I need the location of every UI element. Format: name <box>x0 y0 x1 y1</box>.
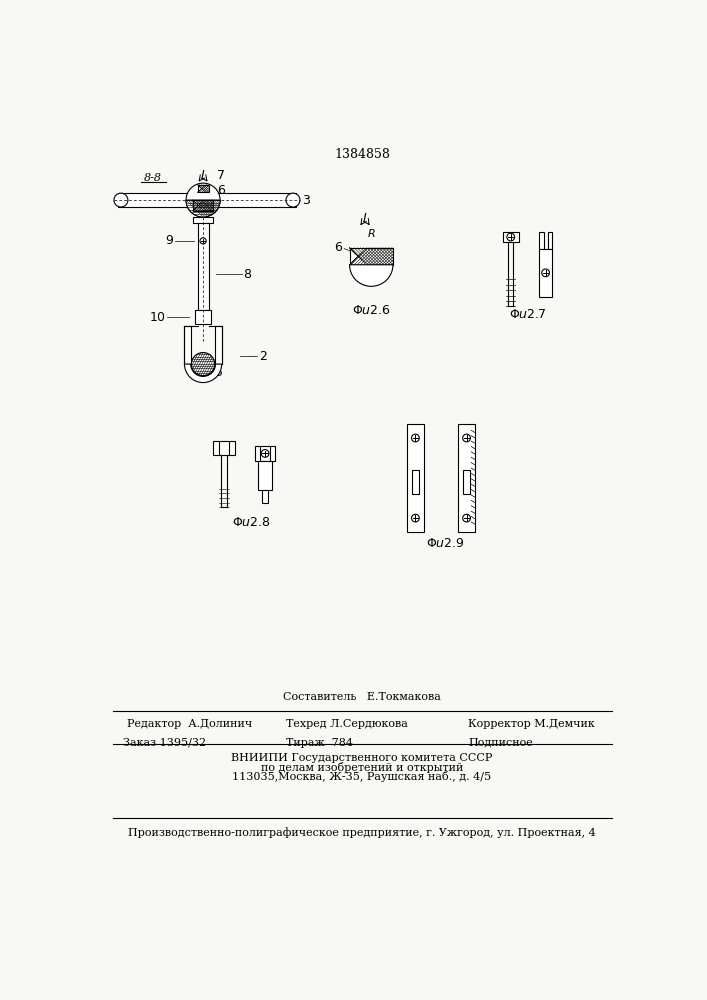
Bar <box>255 446 275 461</box>
Text: $\it{\Phi u2.8}$: $\it{\Phi u2.8}$ <box>232 516 270 529</box>
Bar <box>118 193 296 207</box>
Circle shape <box>542 269 549 277</box>
Wedge shape <box>185 364 222 383</box>
Circle shape <box>192 353 215 376</box>
Text: 8-8: 8-8 <box>144 173 162 183</box>
Text: Корректор М.Демчик: Корректор М.Демчик <box>468 719 595 729</box>
Circle shape <box>114 193 128 207</box>
Bar <box>412 470 419 494</box>
Circle shape <box>286 193 300 207</box>
Circle shape <box>462 514 470 522</box>
Text: ВНИИПИ Государственного комитета СССР: ВНИИПИ Государственного комитета СССР <box>231 753 493 763</box>
Text: $\it{\Phi u2.7}$: $\it{\Phi u2.7}$ <box>510 308 547 321</box>
Text: $\it{\Phi u2.6}$: $\it{\Phi u2.6}$ <box>352 304 391 317</box>
Text: $7$: $7$ <box>216 169 225 182</box>
Circle shape <box>186 183 220 217</box>
Text: $9$: $9$ <box>165 234 174 247</box>
Text: Заказ 1395/32: Заказ 1395/32 <box>123 738 206 748</box>
Text: $6$: $6$ <box>334 241 344 254</box>
Bar <box>198 185 209 192</box>
Text: Техред Л.Сердюкова: Техред Л.Сердюкова <box>286 719 408 729</box>
Bar <box>213 441 235 455</box>
Text: $10$: $10$ <box>148 311 166 324</box>
Text: Тираж  784: Тираж 784 <box>286 738 353 748</box>
Bar <box>198 223 209 310</box>
Bar <box>349 248 393 265</box>
Text: $I$: $I$ <box>363 212 368 225</box>
Text: $\it{\Phi u2.5}$: $\it{\Phi u2.5}$ <box>185 366 224 379</box>
Circle shape <box>507 233 515 241</box>
Bar <box>258 461 272 490</box>
Text: 113035,Москва, Ж-35, Раушская наб., д. 4/5: 113035,Москва, Ж-35, Раушская наб., д. 4… <box>233 771 491 782</box>
Bar <box>539 232 544 249</box>
Text: Составитель   Е.Токмакова: Составитель Е.Токмакова <box>283 692 441 702</box>
Bar <box>503 232 518 242</box>
Bar <box>193 217 213 223</box>
Bar <box>216 326 222 364</box>
Circle shape <box>261 450 269 457</box>
Bar <box>458 424 475 532</box>
Bar <box>185 326 191 364</box>
Text: $3$: $3$ <box>301 194 310 207</box>
Text: по делам изобретений и открытий: по делам изобретений и открытий <box>261 762 463 773</box>
Wedge shape <box>186 200 220 217</box>
Text: $2$: $2$ <box>259 350 267 363</box>
Bar <box>464 470 469 494</box>
Text: $\it{\Phi u2.9}$: $\it{\Phi u2.9}$ <box>426 537 464 550</box>
Bar <box>262 490 268 503</box>
Text: 1384858: 1384858 <box>334 148 390 161</box>
Bar <box>539 249 552 297</box>
Text: $I$: $I$ <box>200 169 206 182</box>
Wedge shape <box>349 265 393 286</box>
Circle shape <box>411 514 419 522</box>
Text: $R$: $R$ <box>367 227 375 239</box>
Bar <box>407 424 424 532</box>
Text: $8$: $8$ <box>243 267 252 280</box>
Bar <box>547 232 552 249</box>
Text: Производственно-полиграфическое предприятие, г. Ужгород, ул. Проектная, 4: Производственно-полиграфическое предприя… <box>128 828 596 838</box>
Text: Подписное: Подписное <box>468 738 533 748</box>
Bar <box>195 310 211 324</box>
Text: $6$: $6$ <box>217 184 226 197</box>
Text: Редактор  А.Долинич: Редактор А.Долинич <box>127 719 252 729</box>
Circle shape <box>200 238 206 244</box>
Circle shape <box>462 434 470 442</box>
Bar <box>193 200 213 211</box>
Circle shape <box>411 434 419 442</box>
